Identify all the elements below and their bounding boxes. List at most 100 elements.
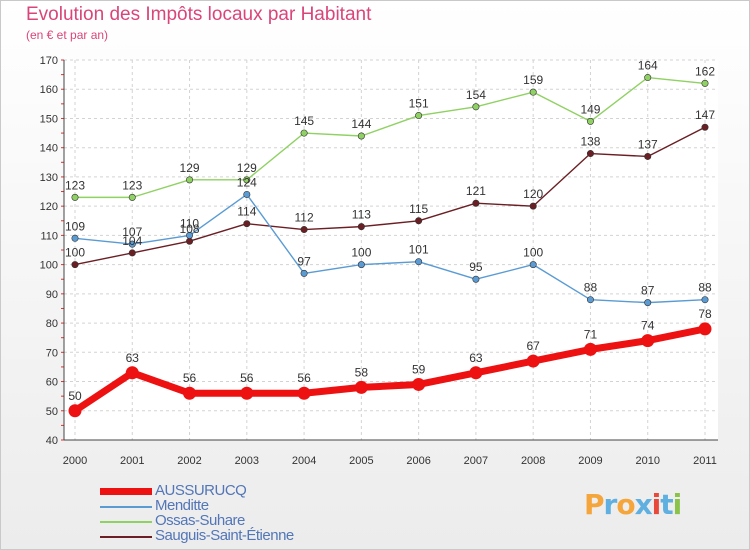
- data-label-menditte: 124: [237, 175, 257, 189]
- y-tick-label: 120: [40, 201, 58, 213]
- data-point-sauguis-saint-tienne: [415, 217, 423, 225]
- data-point-aussurucq: [297, 386, 311, 400]
- data-point-menditte: [186, 231, 194, 239]
- data-label-menditte: 88: [698, 281, 712, 295]
- data-point-menditte: [128, 240, 136, 248]
- data-label-ossas-suhare: 145: [294, 114, 314, 128]
- x-tick-label: 2002: [177, 455, 201, 467]
- data-point-ossas-suhare: [243, 176, 251, 184]
- x-tick-label: 2005: [349, 455, 373, 467]
- x-tick-label: 2007: [464, 455, 488, 467]
- data-label-menditte: 88: [584, 281, 598, 295]
- data-label-sauguis-saint-tienne: 112: [295, 211, 314, 225]
- data-point-menditte: [415, 258, 423, 266]
- data-point-menditte: [529, 261, 537, 269]
- data-point-sauguis-saint-tienne: [586, 150, 594, 158]
- legend-label-menditte: Menditte: [155, 497, 209, 514]
- x-tick-label: 2004: [292, 455, 316, 467]
- data-point-sauguis-saint-tienne: [644, 152, 652, 160]
- data-label-ossas-suhare: 123: [122, 178, 142, 192]
- data-point-menditte: [357, 261, 365, 269]
- chart-subtitle: (en € et par an): [26, 28, 109, 42]
- data-point-menditte: [300, 269, 308, 277]
- proxiti-logo: Proxiti: [584, 488, 682, 521]
- data-point-sauguis-saint-tienne: [472, 199, 480, 207]
- data-label-aussurucq: 56: [183, 371, 197, 385]
- data-label-sauguis-saint-tienne: 138: [580, 135, 600, 149]
- x-tick-label: 2010: [635, 455, 659, 467]
- data-label-sauguis-saint-tienne: 114: [237, 205, 256, 219]
- data-point-menditte: [701, 296, 709, 304]
- data-point-ossas-suhare: [300, 129, 308, 137]
- logo-letter: i: [651, 488, 662, 521]
- data-point-sauguis-saint-tienne: [186, 237, 194, 245]
- data-label-aussurucq: 56: [240, 371, 254, 385]
- data-label-ossas-suhare: 123: [65, 178, 85, 192]
- data-point-aussurucq: [354, 380, 368, 394]
- x-tick-label: 2009: [578, 455, 602, 467]
- data-label-sauguis-saint-tienne: 104: [122, 234, 142, 248]
- data-label-menditte: 110: [180, 216, 199, 230]
- data-point-ossas-suhare: [357, 132, 365, 140]
- data-label-menditte: 100: [351, 246, 371, 260]
- data-point-menditte: [644, 299, 652, 307]
- data-point-menditte: [472, 275, 480, 283]
- y-tick-label: 70: [46, 347, 58, 359]
- data-label-aussurucq: 58: [355, 365, 369, 379]
- y-tick-label: 160: [40, 84, 58, 96]
- data-point-aussurucq: [125, 366, 139, 380]
- data-point-ossas-suhare: [472, 103, 480, 111]
- data-point-aussurucq: [469, 366, 483, 380]
- data-point-sauguis-saint-tienne: [71, 261, 79, 269]
- data-point-aussurucq: [583, 342, 597, 356]
- data-label-ossas-suhare: 162: [695, 64, 715, 78]
- data-label-ossas-suhare: 129: [237, 161, 257, 175]
- series-line-sauguis-saint-tienne: [74, 126, 706, 266]
- data-label-ossas-suhare: 144: [351, 117, 371, 131]
- data-point-ossas-suhare: [128, 193, 136, 201]
- data-label-aussurucq: 78: [698, 307, 712, 321]
- y-tick-label: 90: [46, 289, 58, 301]
- data-label-ossas-suhare: 129: [180, 161, 200, 175]
- data-point-aussurucq: [698, 322, 712, 336]
- x-tick-label: 2008: [521, 455, 545, 467]
- data-point-aussurucq: [183, 386, 197, 400]
- legend-swatch-menditte: [100, 506, 152, 508]
- y-tick-label: 40: [46, 435, 58, 447]
- data-label-aussurucq: 50: [68, 389, 82, 403]
- chart-title: Evolution des Impôts locaux par Habitant: [26, 4, 372, 25]
- data-point-ossas-suhare: [186, 176, 194, 184]
- x-tick-label: 2003: [235, 455, 259, 467]
- data-label-aussurucq: 63: [469, 351, 483, 365]
- data-label-ossas-suhare: 149: [580, 102, 600, 116]
- legend-label-sauguis-saint-etienne: Sauguis-Saint-Étienne: [155, 527, 294, 544]
- y-tick-label: 170: [40, 55, 58, 67]
- data-label-menditte: 109: [65, 219, 85, 233]
- legend-label-aussurucq: AUSSURUCQ: [155, 482, 247, 499]
- y-tick-label: 60: [46, 377, 58, 389]
- legend-swatch-aussurucq: [100, 488, 152, 495]
- data-label-aussurucq: 67: [527, 339, 541, 353]
- data-label-sauguis-saint-tienne: 120: [523, 187, 543, 201]
- series-line-aussurucq: [73, 325, 706, 414]
- data-point-sauguis-saint-tienne: [701, 123, 709, 131]
- data-label-ossas-suhare: 151: [409, 97, 429, 111]
- data-point-ossas-suhare: [644, 74, 652, 82]
- logo-letter: t: [660, 488, 673, 521]
- x-tick-label: 2000: [63, 455, 87, 467]
- data-label-ossas-suhare: 164: [638, 59, 658, 73]
- legend-label-ossas-suhare: Ossas-Suhare: [155, 512, 245, 529]
- data-point-aussurucq: [240, 386, 254, 400]
- data-point-menditte: [71, 234, 79, 242]
- y-tick-label: 140: [40, 143, 58, 155]
- series-line-menditte: [74, 193, 706, 304]
- data-label-sauguis-saint-tienne: 100: [65, 246, 85, 260]
- data-label-menditte: 87: [641, 284, 655, 298]
- logo-letter: x: [634, 488, 653, 521]
- y-tick-label: 80: [46, 318, 58, 330]
- data-point-aussurucq: [412, 377, 426, 391]
- data-point-ossas-suhare: [415, 112, 423, 120]
- data-label-sauguis-saint-tienne: 121: [466, 184, 486, 198]
- y-tick-label: 130: [40, 172, 58, 184]
